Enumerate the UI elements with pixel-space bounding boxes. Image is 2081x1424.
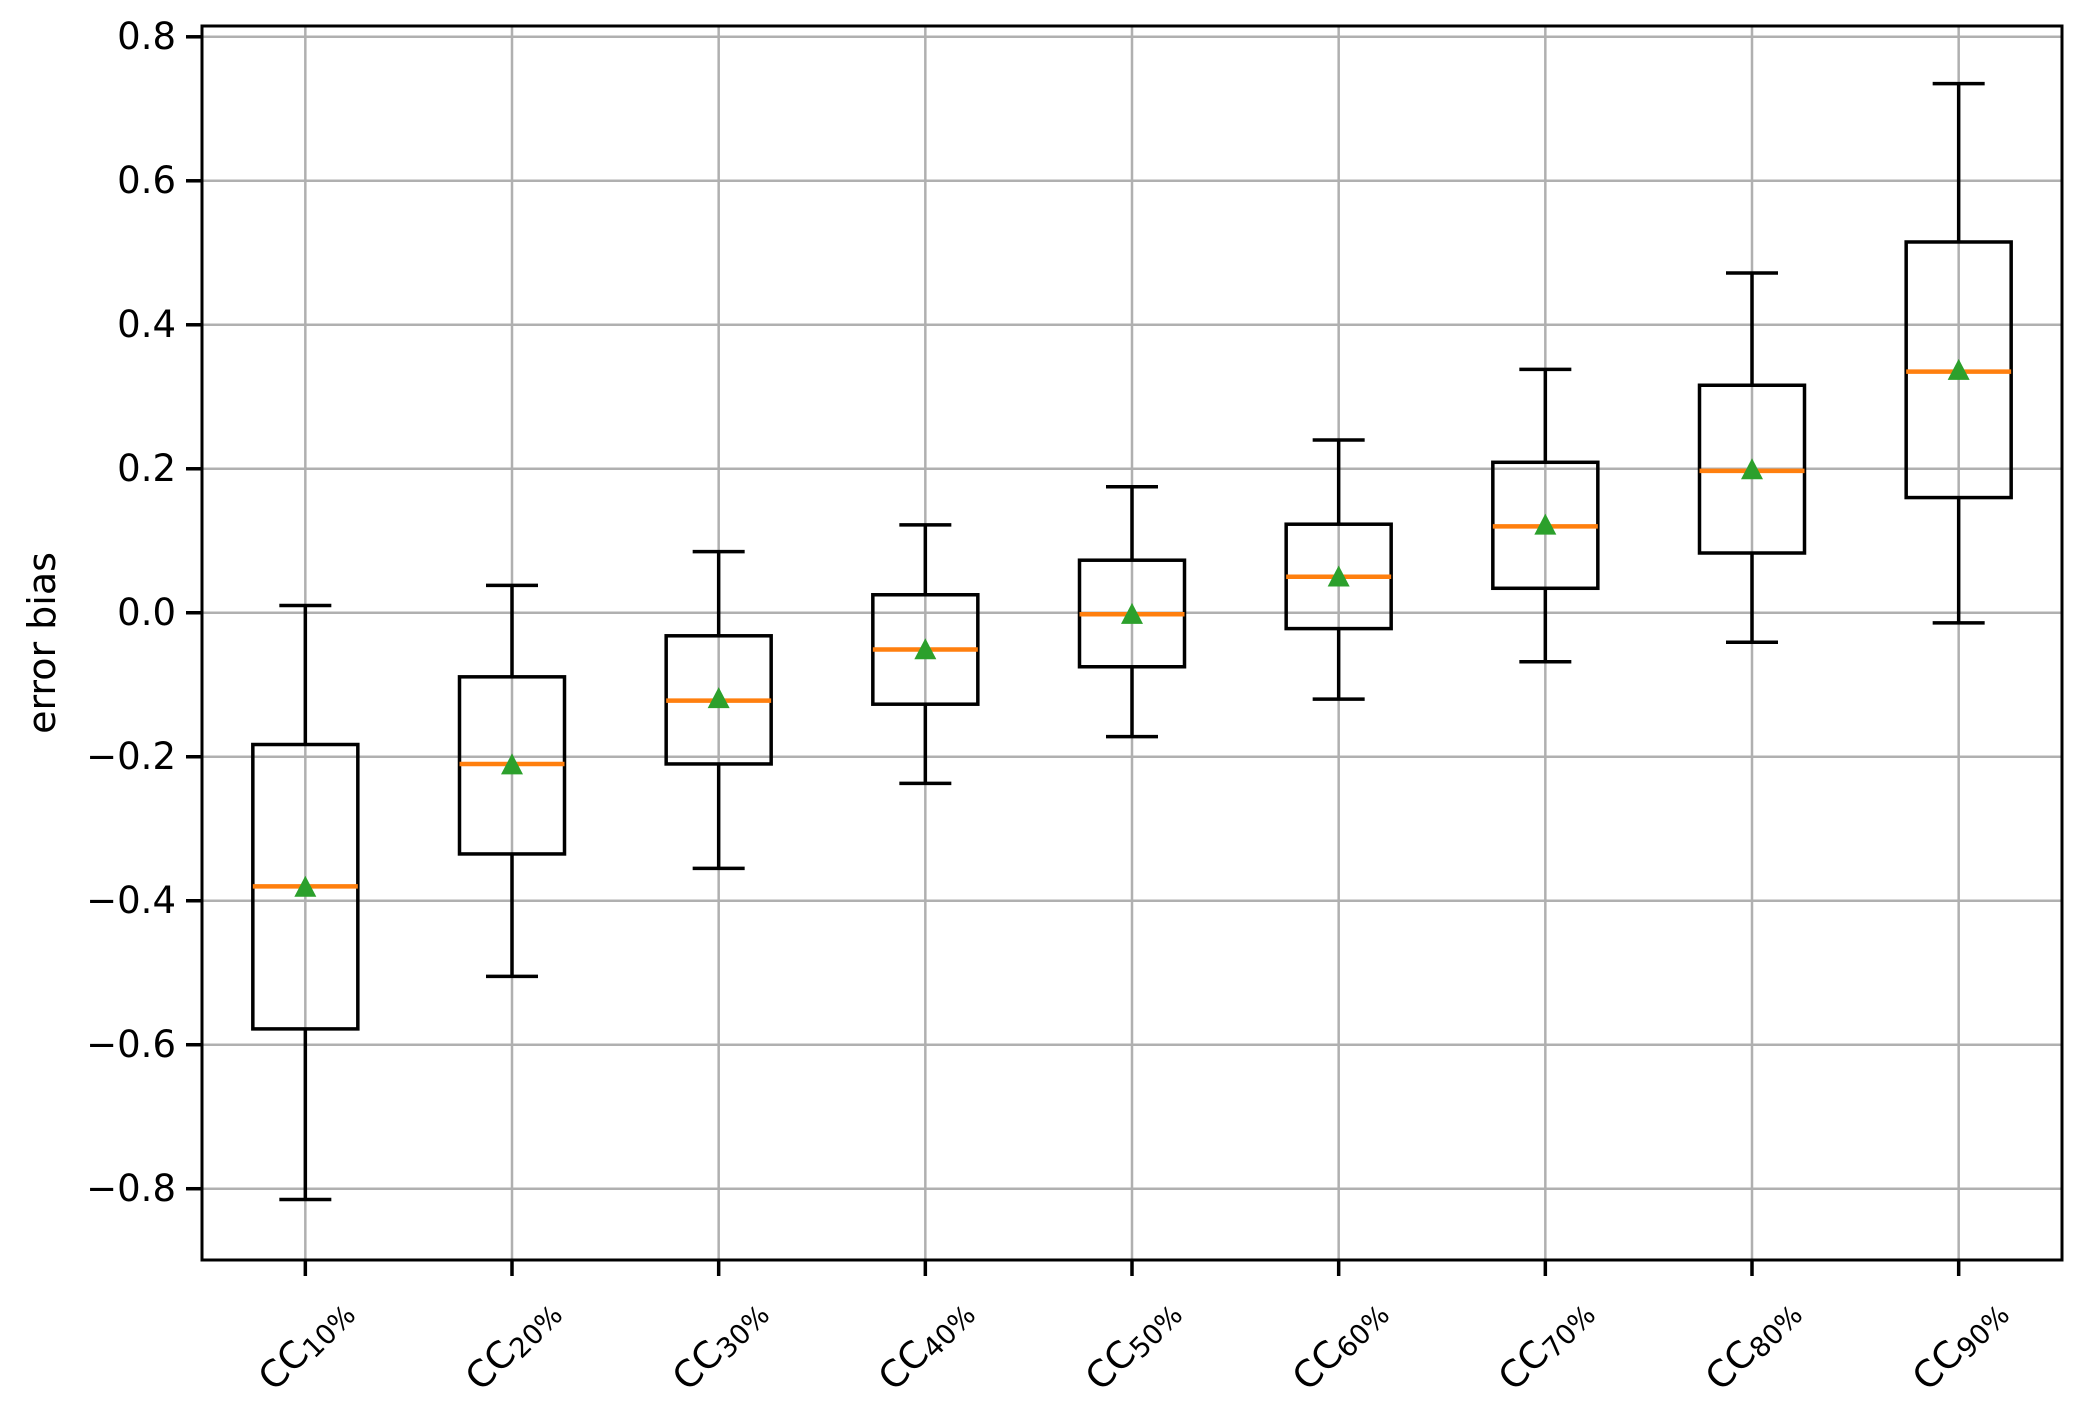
y-tick-label: 0.8 [117, 14, 176, 58]
mean-marker [294, 875, 317, 897]
mean-marker [1534, 513, 1557, 535]
mean-marker [1947, 358, 1970, 380]
mean-marker [914, 638, 937, 660]
y-tick-label: −0.2 [86, 734, 176, 778]
y-tick-label: 0.0 [117, 590, 176, 634]
mean-marker [707, 687, 730, 709]
y-axis-title: error bias [20, 552, 64, 734]
y-tick-label: −0.6 [86, 1022, 176, 1066]
y-tick-label: 0.2 [117, 446, 176, 490]
y-tick-label: 0.4 [117, 302, 176, 346]
mean-marker [1327, 565, 1350, 587]
mean-marker [1741, 458, 1763, 480]
y-tick-label: −0.8 [86, 1166, 176, 1210]
mean-marker [501, 753, 523, 775]
y-tick-label: −0.4 [86, 878, 176, 922]
mean-marker [1121, 602, 1143, 624]
y-tick-label: 0.6 [117, 158, 176, 202]
